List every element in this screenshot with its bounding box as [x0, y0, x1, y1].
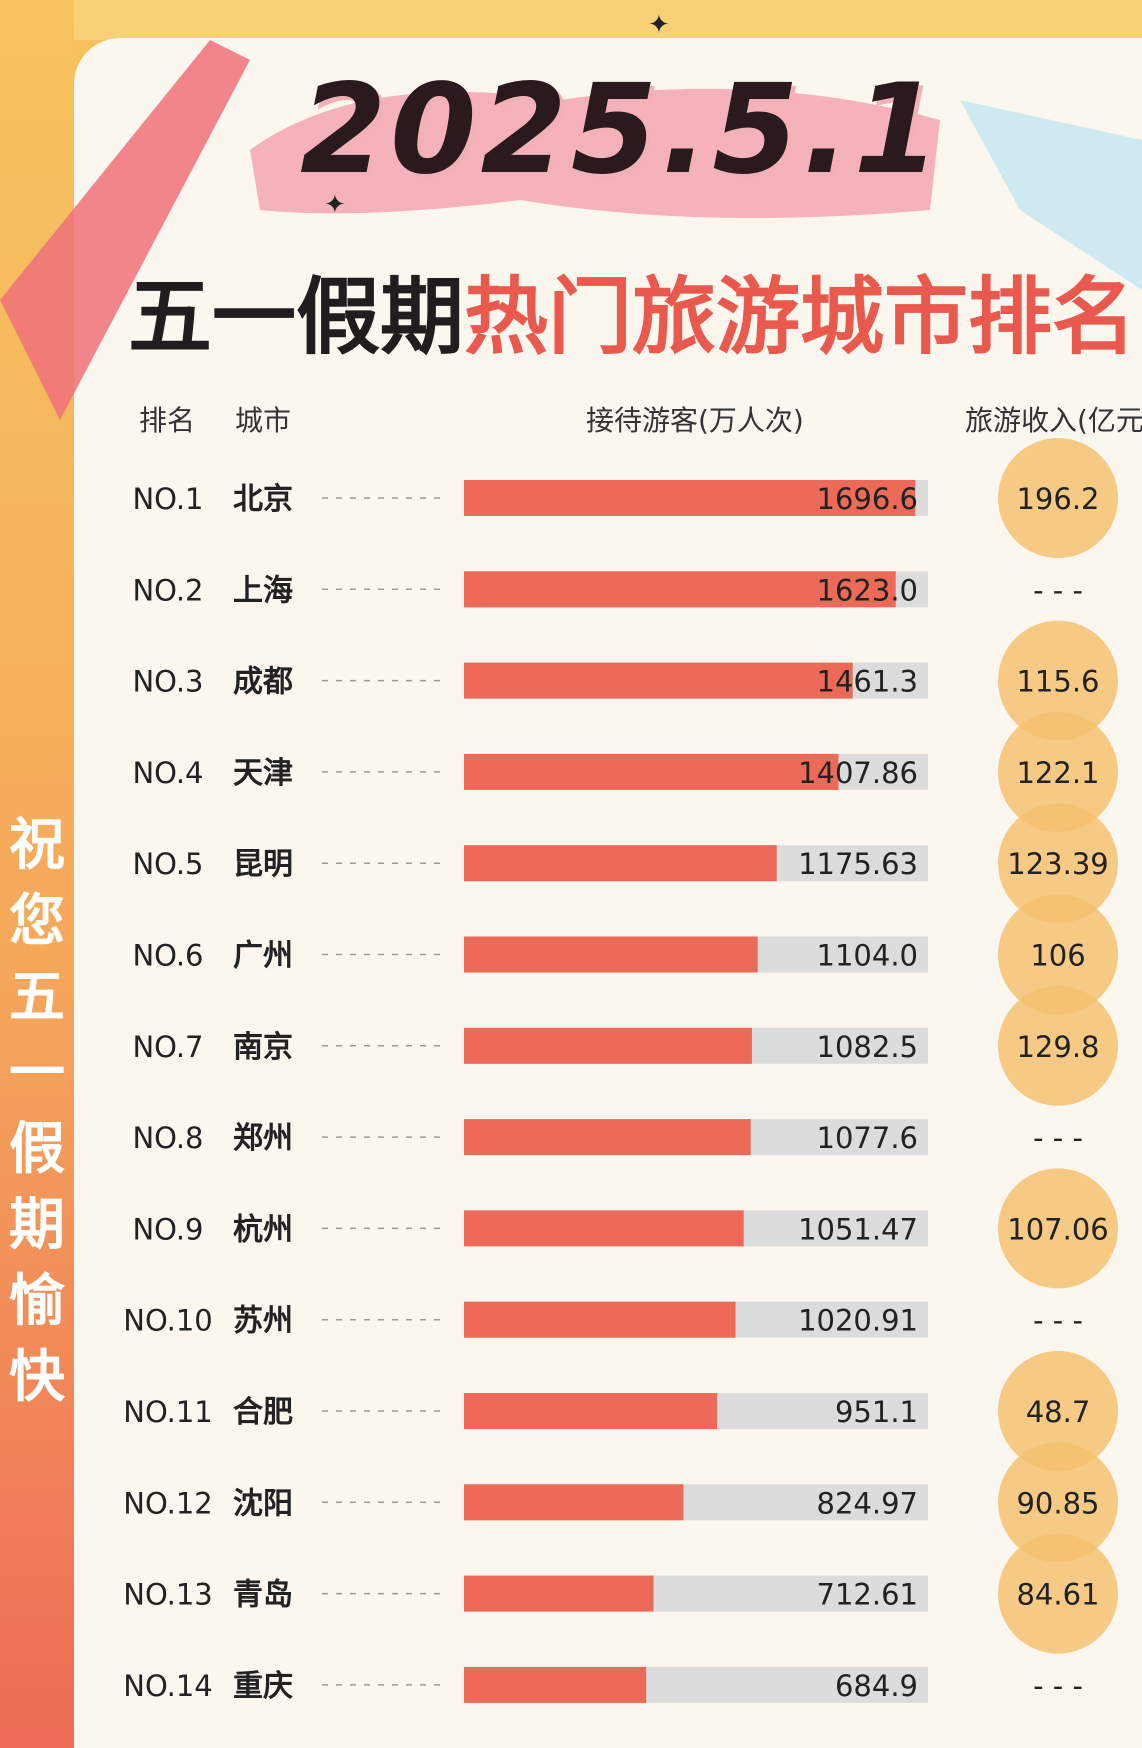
- city-label: 昆明: [233, 847, 293, 882]
- value-label: 1077.6: [817, 1121, 918, 1155]
- header-rank: 排名: [139, 404, 196, 437]
- city-label: 南京: [233, 1030, 293, 1065]
- city-label: 杭州: [233, 1212, 293, 1247]
- bar: [464, 936, 758, 973]
- rank-label: NO.3: [132, 665, 203, 699]
- city-label: 合肥: [233, 1395, 293, 1430]
- bar: [464, 1666, 647, 1703]
- rank-label: NO.5: [132, 847, 203, 881]
- rank-label: NO.2: [132, 573, 203, 607]
- revenue-label: 90.85: [1016, 1486, 1099, 1520]
- sparkle-icon: ✦: [324, 190, 346, 220]
- revenue-label: 129.8: [1016, 1030, 1099, 1064]
- revenue-label: 115.6: [1016, 665, 1099, 699]
- value-label: 1020.91: [798, 1304, 918, 1338]
- brush-stroke-center: [250, 88, 940, 218]
- header-city: 城市: [235, 404, 292, 437]
- revenue-label: - - -: [1033, 573, 1083, 607]
- city-label: 成都: [233, 665, 293, 700]
- revenue-label: 84.61: [1016, 1578, 1099, 1612]
- bar: [464, 1484, 684, 1521]
- rank-label: NO.1: [132, 482, 203, 516]
- page-title: 五一假期热门旅游城市排名: [128, 250, 1136, 371]
- city-label: 北京: [233, 482, 293, 517]
- top-strip: [0, 0, 1142, 40]
- value-label: 1623.0: [817, 573, 918, 607]
- bar: [464, 1301, 736, 1338]
- revenue-bubble: [998, 1442, 1118, 1563]
- revenue-bubble: [998, 1351, 1118, 1471]
- revenue-label: 123.39: [1007, 847, 1108, 881]
- city-label: 郑州: [233, 1121, 293, 1156]
- sparkle-icon: ✦: [648, 10, 670, 40]
- rank-label: NO.4: [132, 756, 203, 790]
- rank-label: NO.8: [132, 1121, 203, 1155]
- value-label: 1082.5: [817, 1030, 918, 1064]
- side-greeting: 祝您五一假期愉快: [9, 813, 65, 1410]
- revenue-bubble: [998, 1168, 1118, 1289]
- rank-label: NO.11: [123, 1395, 212, 1429]
- bar: [464, 1119, 751, 1156]
- revenue-label: - - -: [1033, 1121, 1083, 1155]
- bar: [464, 1393, 717, 1429]
- bar: [464, 845, 777, 882]
- city-label: 广州: [233, 939, 293, 974]
- rank-label: NO.7: [132, 1030, 203, 1064]
- revenue-label: 48.7: [1026, 1395, 1091, 1429]
- brush-stroke-right: [960, 100, 1142, 290]
- revenue-label: 122.1: [1016, 756, 1099, 790]
- revenue-label: 196.2: [1016, 482, 1099, 516]
- city-label: 青岛: [233, 1578, 293, 1613]
- revenue-bubble: [998, 1533, 1118, 1654]
- rank-label: NO.10: [123, 1304, 212, 1338]
- revenue-label: - - -: [1033, 1304, 1083, 1338]
- rank-label: NO.6: [132, 939, 203, 973]
- city-label: 沈阳: [233, 1486, 293, 1521]
- revenue-bubble: [998, 620, 1118, 741]
- bar: [464, 753, 839, 790]
- brush-stroke-left: [0, 40, 250, 420]
- value-label: 824.97: [817, 1486, 918, 1520]
- revenue-bubble: [998, 438, 1118, 558]
- title-part-highlight: 热门旅游城市排名: [464, 268, 1137, 366]
- value-label: 1461.3: [817, 665, 918, 699]
- content-card: [74, 38, 1142, 1748]
- revenue-label: 107.06: [1007, 1212, 1108, 1246]
- revenue-bubble: [998, 803, 1118, 924]
- revenue-bubble: [998, 711, 1118, 832]
- city-label: 上海: [233, 573, 293, 608]
- decorative-brush-strokes: [0, 40, 1142, 420]
- value-label: 1051.47: [798, 1212, 918, 1246]
- header-revenue: 旅游收入(亿元): [965, 404, 1142, 437]
- value-label: 1175.63: [798, 847, 918, 881]
- value-label: 684.9: [835, 1669, 918, 1703]
- bar: [464, 1575, 654, 1612]
- year-title: 2025.5.1: [300, 58, 944, 202]
- bar: [464, 1210, 744, 1247]
- revenue-bubble: [998, 985, 1118, 1106]
- value-label: 1104.0: [817, 939, 918, 973]
- header-visitors: 接待游客(万人次): [586, 404, 804, 437]
- revenue-label: - - -: [1033, 1669, 1083, 1703]
- rank-label: NO.9: [132, 1212, 203, 1246]
- city-label: 天津: [233, 756, 293, 791]
- revenue-label: 106: [1030, 939, 1085, 973]
- revenue-bubble: [998, 894, 1118, 1015]
- value-label: 1407.86: [798, 756, 918, 790]
- bar: [464, 1027, 752, 1064]
- value-label: 951.1: [835, 1395, 918, 1429]
- value-label: 1696.6: [817, 482, 918, 516]
- city-label: 苏州: [233, 1304, 293, 1339]
- rank-label: NO.12: [123, 1486, 212, 1520]
- title-part-main: 五一假期: [128, 268, 465, 366]
- bar: [464, 480, 916, 516]
- city-label: 重庆: [233, 1669, 293, 1704]
- value-label: 712.61: [817, 1578, 918, 1612]
- bar: [464, 571, 896, 608]
- bar: [464, 662, 853, 699]
- rank-label: NO.13: [123, 1578, 212, 1612]
- rank-label: NO.14: [123, 1669, 212, 1703]
